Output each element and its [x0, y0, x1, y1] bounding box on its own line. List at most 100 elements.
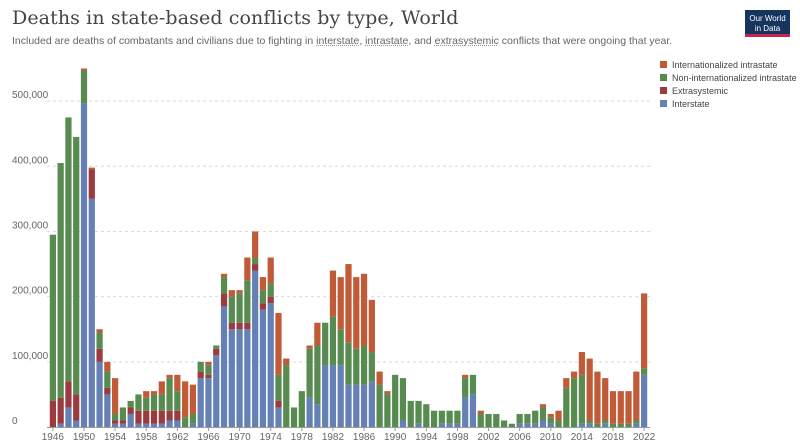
bar-segment-non-internationalized-intrastate: [345, 342, 352, 385]
bar-segment-non-internationalized-intrastate: [244, 280, 251, 323]
our-world-in-data-logo[interactable]: Our World in Data: [745, 10, 790, 37]
bar-segment-internationalized-intrastate: [88, 167, 95, 170]
bar-segment-interstate: [158, 423, 165, 427]
bar-segment-internationalized-intrastate: [283, 358, 290, 366]
y-tick-label: 400,000: [12, 155, 49, 166]
bar-segment-non-internationalized-intrastate: [353, 348, 360, 385]
bar-segment-extrasystemic: [143, 410, 150, 424]
legend-item-extrasystemic[interactable]: Extrasystemic: [660, 84, 797, 97]
bar-segment-extrasystemic: [73, 394, 80, 421]
bar-segment-non-internationalized-intrastate: [267, 283, 274, 297]
bar-segment-extrasystemic: [112, 420, 119, 424]
bar-segment-non-internationalized-intrastate: [578, 374, 585, 424]
bar-segment-interstate: [532, 423, 539, 427]
bar-segment-non-internationalized-intrastate: [298, 391, 305, 427]
bar-segment-non-internationalized-intrastate: [275, 374, 282, 401]
x-tick-label: 1970: [228, 432, 251, 443]
bar-segment-extrasystemic: [57, 397, 64, 424]
bar-segment-extrasystemic: [252, 264, 259, 271]
bar-segment-internationalized-intrastate: [462, 374, 469, 379]
x-tick-label: 2010: [540, 432, 563, 443]
bar-segment-extrasystemic: [197, 371, 204, 379]
x-tick-label: 2018: [602, 432, 625, 443]
bar-segment-extrasystemic: [236, 322, 243, 330]
bar-segment-interstate: [220, 306, 228, 427]
bar-segment-internationalized-intrastate: [594, 371, 601, 424]
bar-segment-internationalized-intrastate: [244, 257, 251, 281]
bar-segment-internationalized-intrastate: [539, 404, 547, 408]
bar-segment-interstate: [360, 384, 368, 427]
bar-segment-interstate: [322, 365, 329, 427]
bar-segment-internationalized-intrastate: [182, 381, 189, 418]
bar-segment-interstate: [57, 423, 64, 427]
bar-segment-non-internationalized-intrastate: [197, 361, 204, 372]
bar-segment-non-internationalized-intrastate: [602, 420, 609, 424]
bar-segment-extrasystemic: [267, 296, 274, 304]
bar-segment-internationalized-intrastate: [174, 374, 181, 392]
bar-segment-internationalized-intrastate: [563, 378, 570, 388]
bar-segment-non-internationalized-intrastate: [80, 70, 88, 104]
bar-segment-non-internationalized-intrastate: [399, 378, 407, 421]
bar-segment-non-internationalized-intrastate: [150, 394, 158, 411]
legend-item-non-internationalized[interactable]: Non-internationalized intrastate: [660, 71, 797, 84]
bar-segment-non-internationalized-intrastate: [127, 400, 134, 408]
y-tick-label: 500,000: [12, 90, 49, 101]
bar-segment-internationalized-intrastate: [555, 410, 562, 421]
bar-segment-interstate: [244, 329, 251, 427]
bar-segment-internationalized-intrastate: [306, 345, 313, 349]
y-tick-label: 0: [12, 416, 18, 427]
bar-segment-internationalized-intrastate: [189, 384, 197, 414]
bar-segment-internationalized-intrastate: [360, 273, 368, 346]
bar-segment-interstate: [306, 397, 313, 427]
x-tick-label: 1994: [415, 432, 438, 443]
bar-segment-interstate: [547, 423, 554, 427]
bar-segment-non-internationalized-intrastate: [259, 290, 267, 304]
bar-segment-non-internationalized-intrastate: [454, 410, 461, 424]
bar-segment-extrasystemic: [150, 410, 158, 424]
bar-segment-non-internationalized-intrastate: [283, 365, 290, 427]
x-tick-label: 1986: [353, 432, 376, 443]
bar-segment-internationalized-intrastate: [602, 378, 609, 421]
bar-segment-extrasystemic: [275, 400, 282, 408]
bar-segment-interstate: [586, 423, 593, 427]
bar-segment-non-internationalized-intrastate: [539, 407, 547, 421]
legend-swatch: [660, 74, 667, 81]
bar-segment-internationalized-intrastate: [633, 371, 640, 421]
chart-legend: Internationalized intrastate Non-interna…: [660, 58, 797, 110]
bar-segment-non-internationalized-intrastate: [57, 163, 64, 398]
bar-segment-non-internationalized-intrastate: [493, 413, 500, 427]
bar-segment-internationalized-intrastate: [570, 371, 578, 379]
bar-segment-internationalized-intrastate: [275, 312, 282, 375]
bar-segment-interstate: [80, 103, 88, 427]
bar-segment-interstate: [454, 423, 461, 427]
bar-segment-non-internationalized-intrastate: [360, 345, 368, 385]
bar-segment-extrasystemic: [166, 410, 173, 421]
extrasystemic-link[interactable]: extrasystemic: [434, 35, 499, 47]
bar-segment-non-internationalized-intrastate: [547, 417, 554, 424]
bar-segment-non-internationalized-intrastate: [485, 413, 492, 427]
bar-segment-internationalized-intrastate: [267, 257, 274, 284]
bar-segment-interstate: [353, 384, 360, 427]
legend-item-interstate[interactable]: Interstate: [660, 97, 797, 110]
bar-segment-interstate: [174, 420, 181, 427]
bar-segment-internationalized-intrastate: [228, 290, 235, 297]
bar-segment-interstate: [252, 270, 259, 427]
legend-label: Non-internationalized intrastate: [672, 72, 797, 83]
legend-item-internationalized[interactable]: Internationalized intrastate: [660, 58, 797, 71]
bar-segment-non-internationalized-intrastate: [166, 378, 173, 411]
bar-segment-non-internationalized-intrastate: [290, 407, 298, 427]
bar-segment-interstate: [189, 423, 197, 427]
interstate-link[interactable]: interstate: [316, 35, 360, 47]
bar-segment-interstate: [602, 423, 609, 427]
intrastate-link[interactable]: intrastate: [365, 35, 409, 47]
bar-segment-interstate: [228, 329, 235, 427]
x-tick-label: 1982: [322, 432, 345, 443]
bar-segment-non-internationalized-intrastate: [329, 316, 337, 366]
x-tick-label: 1978: [291, 432, 314, 443]
bar-segment-extrasystemic: [228, 322, 235, 330]
x-tick-label: 1962: [166, 432, 189, 443]
bar-segment-internationalized-intrastate: [252, 231, 259, 258]
bar-segment-internationalized-intrastate: [112, 378, 119, 414]
bar-segment-interstate: [438, 423, 445, 427]
bar-segment-interstate: [88, 198, 95, 427]
